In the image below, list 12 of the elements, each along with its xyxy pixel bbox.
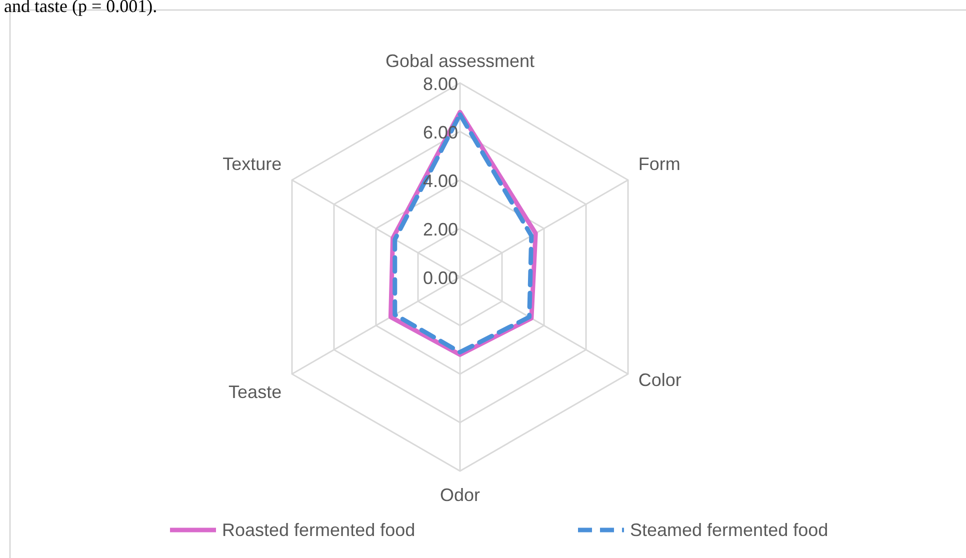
spoke-label: Form (638, 154, 680, 174)
legend-label: Steamed fermented food (630, 520, 828, 540)
y-tick-label: 8.00 (422, 74, 458, 94)
spoke-label: Texture (222, 154, 282, 174)
y-tick-label: 2.00 (422, 220, 458, 240)
spoke-label: Teaste (228, 382, 282, 402)
spoke-label: Color (638, 370, 682, 390)
spoke-label: Gobal assessment (385, 51, 535, 71)
spoke-label: Odor (440, 485, 480, 505)
text: and taste (p = 0.001). (4, 0, 158, 16)
legend-label: Roasted fermented food (222, 520, 416, 540)
y-tick-label: 0.00 (422, 268, 458, 288)
